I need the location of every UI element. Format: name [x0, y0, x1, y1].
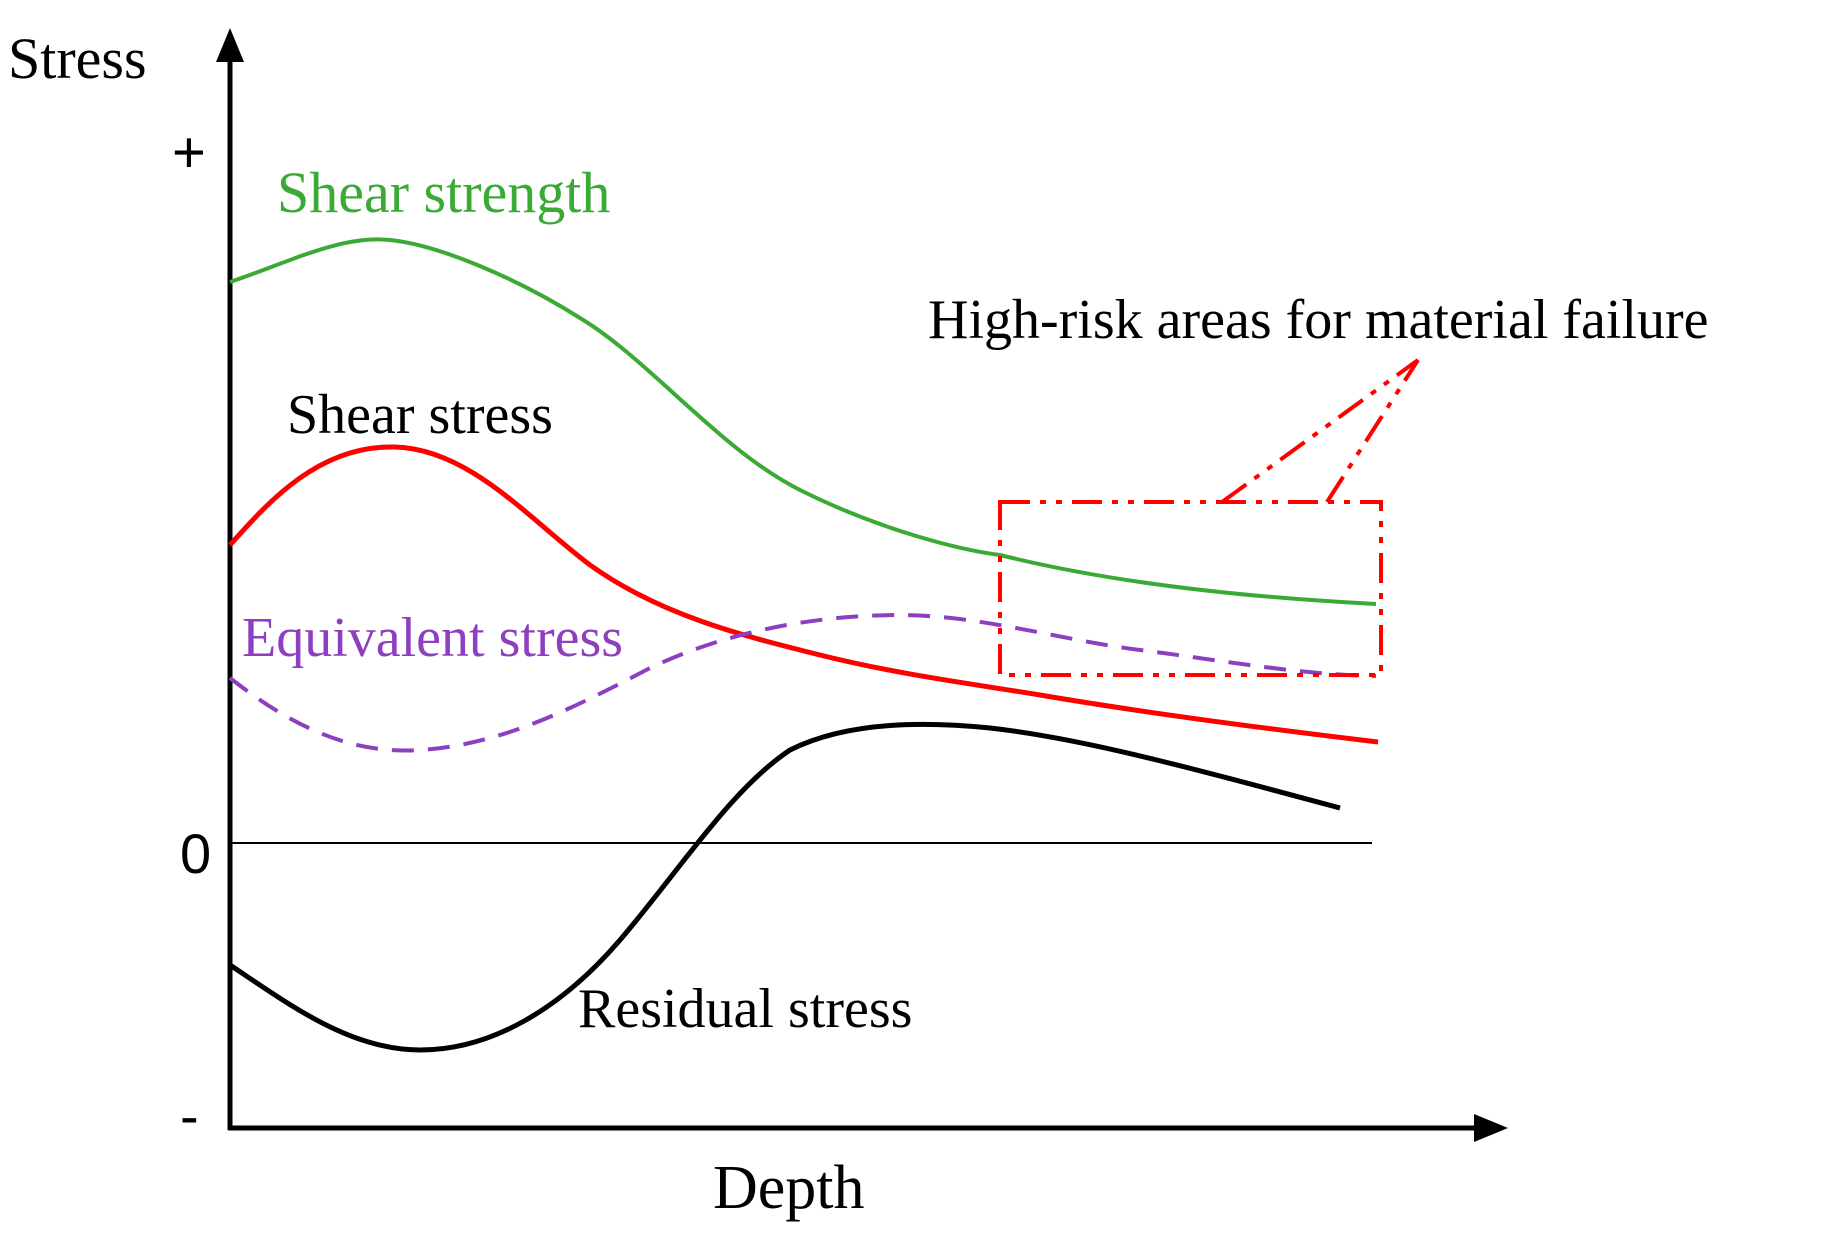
y-zero-mark: 0	[180, 822, 211, 885]
high-risk-callout-line-right	[1325, 358, 1420, 504]
shear-stress-label: Shear stress	[287, 384, 553, 446]
x-axis-label: Depth	[713, 1154, 865, 1222]
residual-stress-label: Residual stress	[578, 978, 912, 1040]
high-risk-box	[998, 500, 1383, 677]
high-risk-label: High-risk areas for material failure	[928, 289, 1709, 351]
y-axis-arrow	[216, 28, 244, 62]
x-axis-arrow	[1474, 1114, 1508, 1142]
shear-strength-curve	[229, 237, 1377, 606]
shear-strength-label: Shear strength	[277, 160, 610, 225]
residual-stress-curve	[228, 721, 1341, 1053]
y-negative-mark: -	[180, 1084, 199, 1147]
shear-stress-curve	[228, 444, 1379, 745]
y-positive-mark: +	[172, 120, 206, 185]
y-axis-label: Stress	[8, 26, 147, 91]
equivalent-stress-label: Equivalent stress	[242, 607, 623, 669]
high-risk-annotation	[998, 358, 1420, 677]
high-risk-callout-line-left	[1220, 358, 1420, 504]
equivalent-stress-curve	[228, 612, 1377, 753]
